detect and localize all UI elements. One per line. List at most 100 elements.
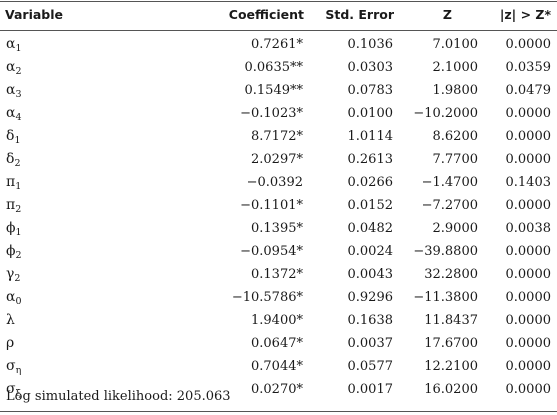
z-cell: 16.0200 (424, 382, 478, 397)
coefficient-cell: 0.0647* (251, 336, 303, 351)
p-value-cell: 0.0000 (505, 198, 552, 213)
z-cell: −11.3800 (413, 290, 478, 305)
p-value-cell: 0.0000 (505, 313, 552, 328)
header-rule (0, 30, 557, 31)
table-row: π1 −0.0392 0.0266 −1.4700 0.1403 (0, 172, 557, 195)
table-row: α3 0.1549** 0.0783 1.9800 0.0479 (0, 80, 557, 103)
z-cell: 32.2800 (424, 267, 478, 282)
z-cell: −10.2000 (413, 106, 478, 121)
variable-subscript: 4 (15, 112, 22, 123)
variable-symbol: π (6, 174, 16, 190)
p-value-cell: 0.0000 (505, 382, 552, 397)
variable-cell: λ (6, 312, 15, 328)
std-error-cell: 0.0017 (347, 382, 394, 397)
variable-subscript: η (15, 365, 22, 376)
coefficient-cell: 8.7172* (251, 129, 303, 144)
coefficient-cell: 0.7261* (251, 37, 303, 52)
p-value-cell: 0.0359 (505, 60, 552, 75)
coefficient-cell: 0.7044* (251, 359, 303, 374)
std-error-cell: 0.1036 (347, 37, 394, 52)
std-error-cell: 0.0024 (347, 244, 394, 259)
variable-subscript: 2 (15, 66, 22, 77)
coefficient-cell: 0.1549** (244, 83, 304, 98)
variable-subscript: 1 (15, 227, 22, 238)
std-error-cell: 0.0783 (347, 83, 394, 98)
header-coefficient: Coefficient (228, 7, 304, 22)
header-variable: Variable (5, 7, 64, 22)
variable-subscript: 1 (15, 181, 22, 192)
z-cell: 11.8437 (424, 313, 478, 328)
z-cell: −39.8800 (413, 244, 478, 259)
p-value-cell: 0.0000 (505, 244, 552, 259)
z-cell: 12.2100 (424, 359, 478, 374)
std-error-cell: 0.2613 (347, 152, 394, 167)
std-error-cell: 0.0043 (347, 267, 394, 282)
table-row: λ 1.9400* 0.1638 11.8437 0.0000 (0, 310, 557, 333)
z-cell: 1.9800 (432, 83, 479, 98)
variable-subscript: ξ (15, 388, 21, 399)
variable-cell: δ2 (6, 151, 20, 169)
table-row: σξ 0.0270* 0.0017 16.0200 0.0000 (0, 379, 557, 402)
z-cell: 17.6700 (424, 336, 478, 351)
z-cell: 2.1000 (432, 60, 479, 75)
coefficient-cell: 2.0297* (251, 152, 303, 167)
std-error-cell: 0.0037 (347, 336, 394, 351)
coefficient-cell: −10.5786* (231, 290, 303, 305)
log-likelihood-note: Log simulated likelihood: 205.063 (6, 389, 231, 404)
table-row: α1 0.7261* 0.1036 7.0100 0.0000 (0, 34, 557, 57)
variable-cell: γ2 (6, 266, 20, 284)
coefficient-cell: 0.0635** (244, 60, 304, 75)
variable-subscript: 0 (15, 296, 22, 307)
p-value-cell: 0.0000 (505, 152, 552, 167)
coefficient-cell: −0.1023* (240, 106, 303, 121)
table-row: ρ 0.0647* 0.0037 17.6700 0.0000 (0, 333, 557, 356)
top-rule (0, 1, 557, 2)
z-cell: −1.4700 (421, 175, 478, 190)
variable-subscript: 2 (15, 250, 22, 261)
variable-cell: α0 (6, 289, 22, 307)
variable-symbol: α (6, 289, 16, 305)
coefficient-cell: −0.0392 (246, 175, 303, 190)
variable-symbol: γ (6, 266, 15, 282)
coefficient-cell: 1.9400* (251, 313, 303, 328)
table-row: π2 −0.1101* 0.0152 −7.2700 0.0000 (0, 195, 557, 218)
std-error-cell: 0.0577 (347, 359, 394, 374)
variable-subscript: 2 (14, 158, 21, 169)
z-cell: −7.2700 (421, 198, 478, 213)
header-std-error: Std. Error (325, 7, 394, 22)
z-cell: 7.0100 (432, 37, 479, 52)
variable-cell: α2 (6, 59, 22, 77)
variable-symbol: α (6, 105, 16, 121)
variable-cell: ϕ2 (6, 243, 22, 261)
variable-cell: α4 (6, 105, 22, 123)
p-value-cell: 0.0000 (505, 267, 552, 282)
variable-cell: ση (6, 358, 21, 376)
variable-cell: δ1 (6, 128, 20, 146)
p-value-cell: 0.0000 (505, 290, 552, 305)
std-error-cell: 0.9296 (347, 290, 394, 305)
p-value-cell: 0.1403 (505, 175, 552, 190)
variable-cell: ϕ1 (6, 220, 22, 238)
variable-subscript: 2 (14, 273, 21, 284)
std-error-cell: 0.0303 (347, 60, 394, 75)
variable-symbol: δ (6, 151, 15, 167)
coefficient-cell: −0.0954* (240, 244, 303, 259)
variable-cell: α1 (6, 36, 22, 54)
variable-symbol: α (6, 59, 16, 75)
variable-symbol: δ (6, 128, 15, 144)
bottom-rule (0, 411, 557, 412)
table-row: δ1 8.7172* 1.0114 8.6200 0.0000 (0, 126, 557, 149)
variable-symbol: α (6, 36, 16, 52)
variable-subscript: 2 (15, 204, 22, 215)
table-row: α2 0.0635** 0.0303 2.1000 0.0359 (0, 57, 557, 80)
header-p-value: |z| > Z* (499, 7, 551, 22)
coefficient-cell: 0.0270* (251, 382, 303, 397)
table-row: γ2 0.1372* 0.0043 32.2800 0.0000 (0, 264, 557, 287)
variable-cell: π2 (6, 197, 21, 215)
variable-cell: π1 (6, 174, 21, 192)
table-row: ση 0.7044* 0.0577 12.2100 0.0000 (0, 356, 557, 379)
header-z: Z (442, 7, 452, 22)
coefficient-cell: −0.1101* (240, 198, 303, 213)
p-value-cell: 0.0000 (505, 336, 552, 351)
